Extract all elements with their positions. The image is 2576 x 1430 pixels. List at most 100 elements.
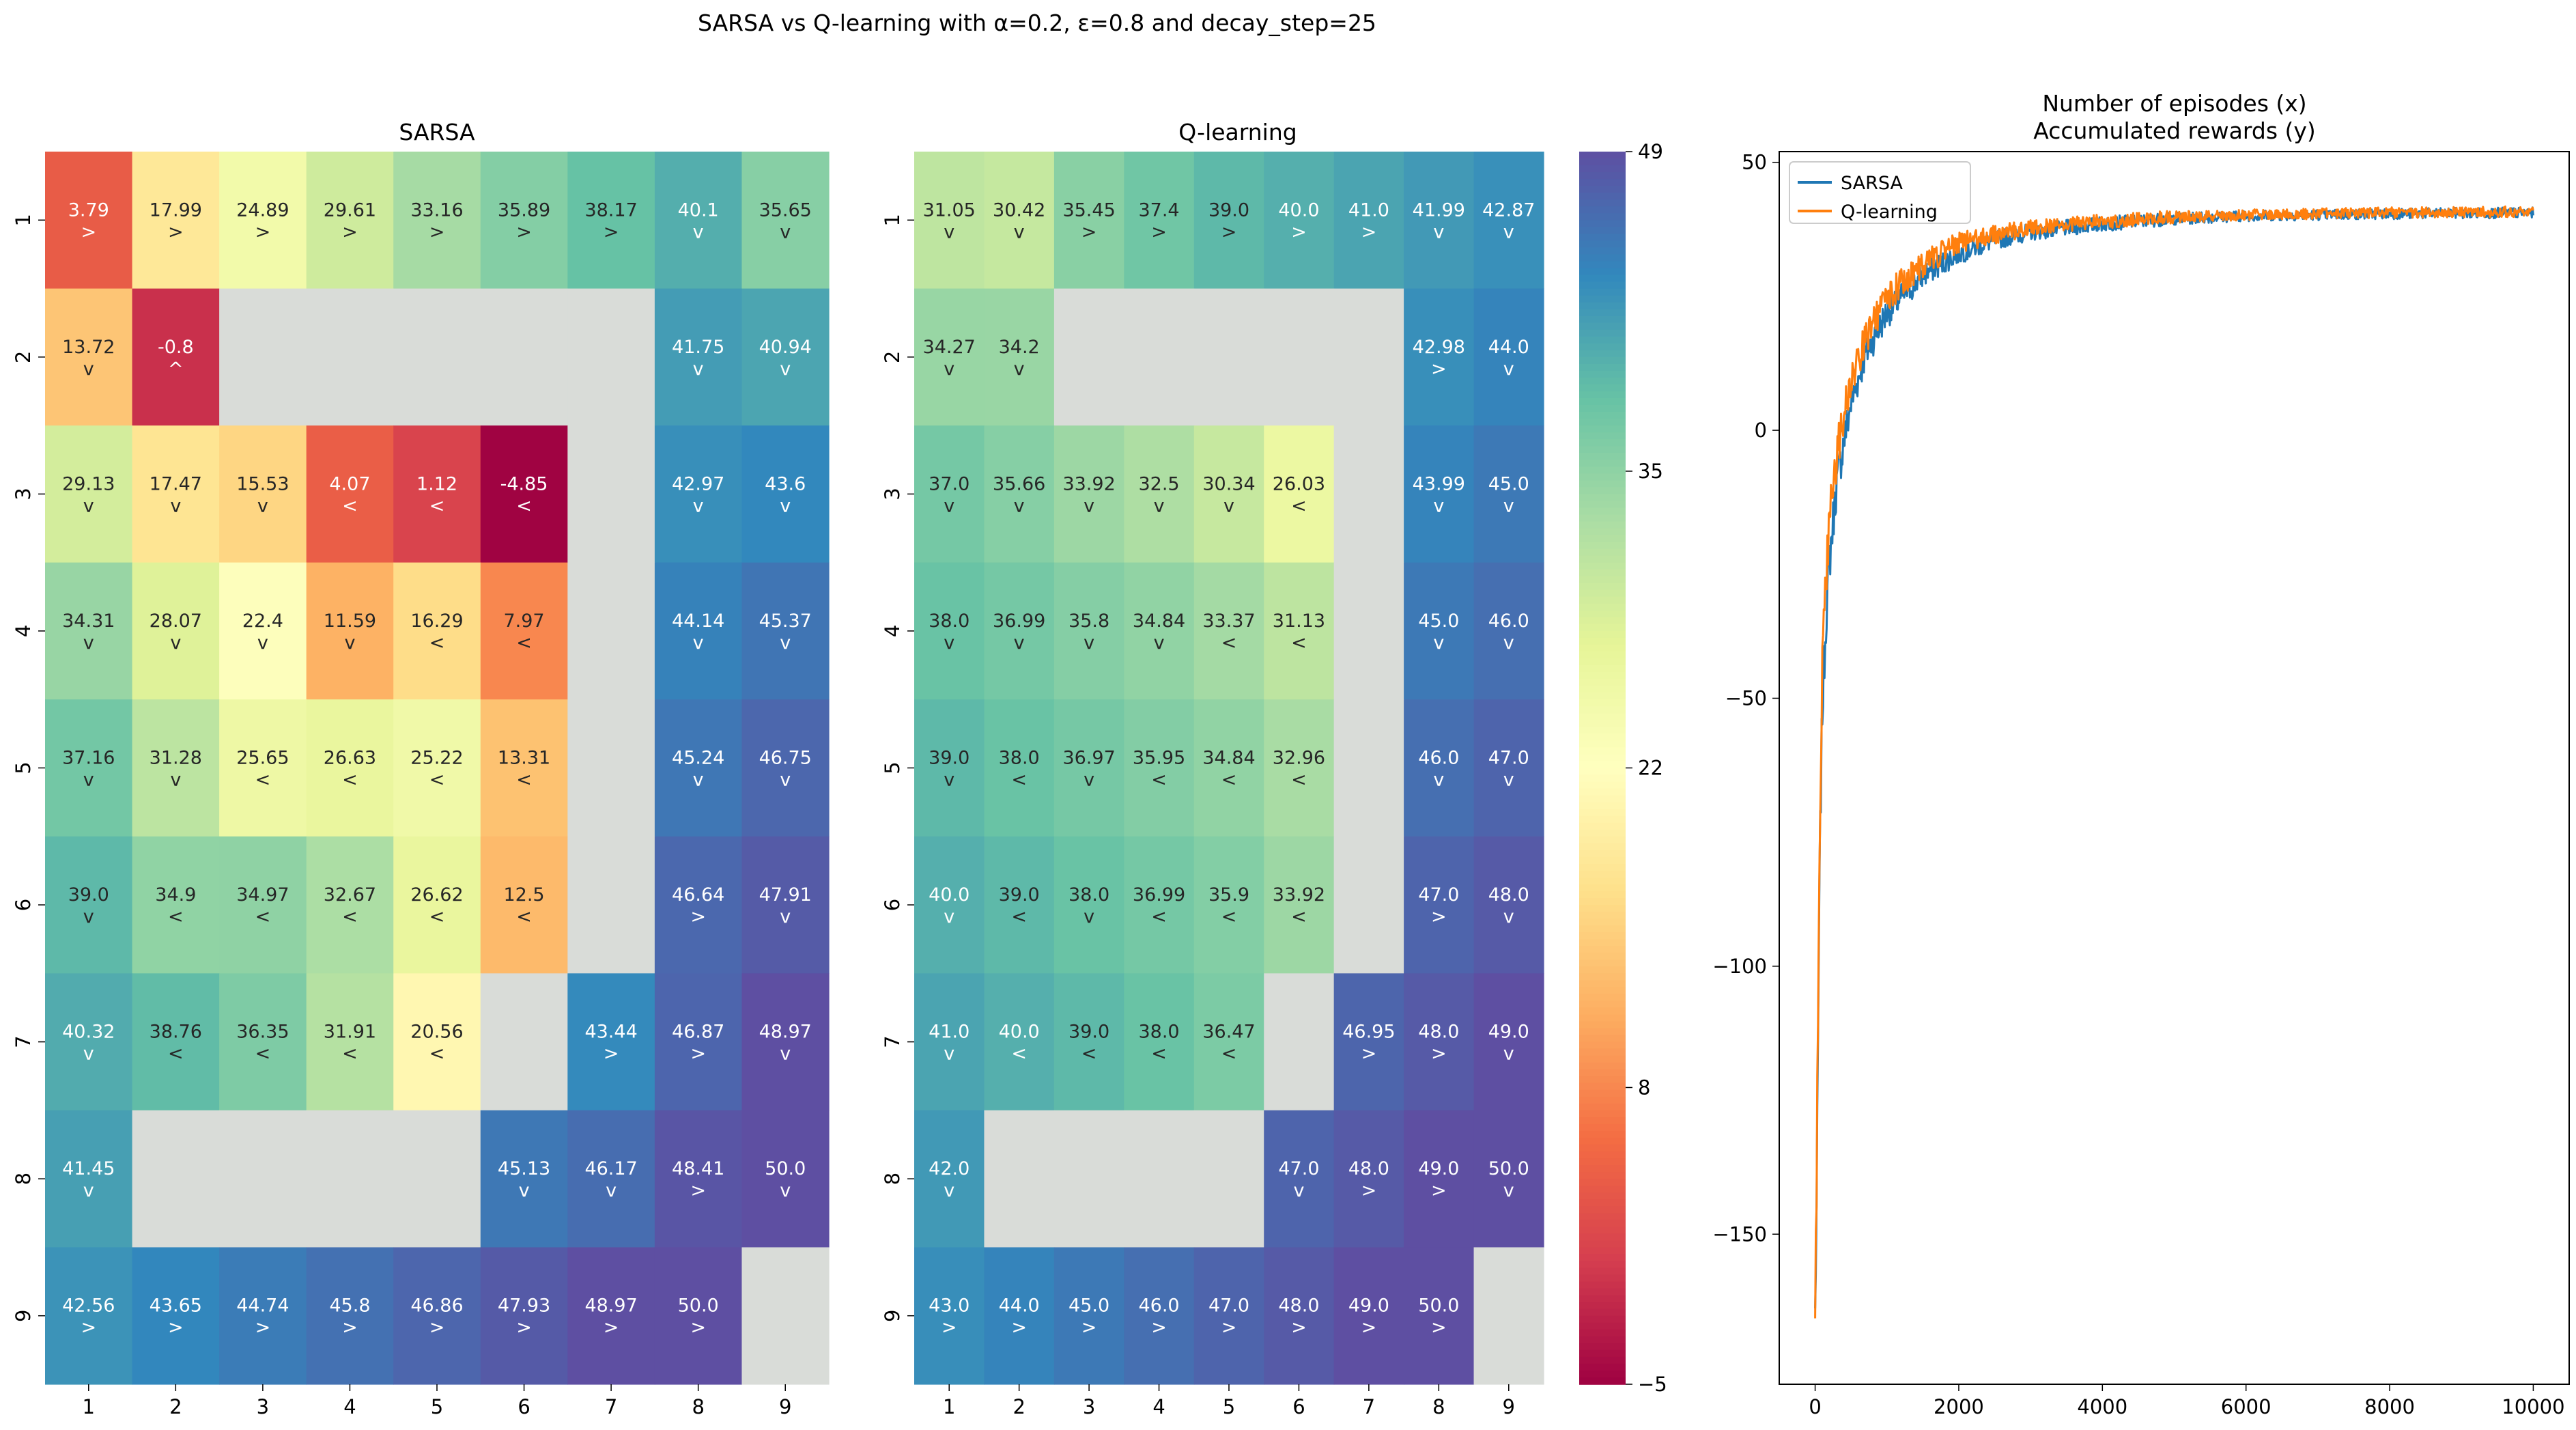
cell-value-label: 31.13	[1273, 611, 1325, 632]
heatmap-cell	[1193, 699, 1264, 837]
heatmap-cell	[1333, 1247, 1404, 1385]
cell-value-label: 45.0	[1488, 473, 1529, 494]
colorbar-segment	[1579, 398, 1626, 406]
x-tick-label: 7	[605, 1395, 617, 1418]
cell-policy-arrow: >	[690, 906, 706, 927]
cell-value-label: 40.0	[1278, 199, 1319, 221]
cell-value-label: 42.87	[1482, 199, 1535, 221]
heatmap-cell	[741, 425, 830, 563]
heatmap-cell	[132, 425, 220, 563]
heatmap-cell	[393, 562, 481, 700]
cell-policy-arrow: v	[606, 1180, 617, 1201]
cell-policy-arrow: >	[1151, 1317, 1167, 1338]
x-tick-label: 1	[83, 1395, 95, 1418]
cell-value-label: 46.95	[1342, 1022, 1395, 1043]
colorbar-segment	[1579, 453, 1626, 461]
colorbar-segment	[1579, 1336, 1626, 1344]
heatmap-cell	[984, 1247, 1055, 1385]
cell-policy-arrow: >	[604, 1043, 619, 1065]
wall-cell	[1333, 288, 1404, 426]
cell-value-label: 25.65	[236, 748, 289, 769]
cell-value-label: 35.9	[1208, 884, 1249, 906]
colorbar-segment	[1579, 268, 1626, 276]
heatmap-cell	[654, 425, 743, 563]
wall-cell	[567, 425, 655, 563]
cell-value-label: 43.65	[150, 1295, 202, 1317]
cell-policy-arrow: v	[83, 1043, 94, 1065]
cell-policy-arrow: >	[690, 1317, 706, 1338]
cell-policy-arrow: v	[780, 906, 791, 927]
colorbar-segment	[1579, 501, 1626, 509]
cell-policy-arrow: <	[168, 1043, 184, 1065]
cell-value-label: 37.0	[929, 473, 969, 494]
cell-policy-arrow: v	[83, 1180, 94, 1201]
colorbar-segment	[1579, 288, 1626, 296]
colorbar-segment	[1579, 1295, 1626, 1303]
cell-policy-arrow: v	[1014, 221, 1025, 242]
cell-value-label: 34.84	[1202, 748, 1255, 769]
cell-value-label: 45.0	[1068, 1295, 1109, 1317]
y-tick-label: 7	[12, 1035, 35, 1048]
cell-value-label: 44.74	[236, 1295, 289, 1317]
colorbar-segment	[1579, 1192, 1626, 1201]
heatmap-cell	[306, 699, 394, 837]
cell-value-label: 41.99	[1413, 199, 1465, 221]
colorbar-segment	[1579, 466, 1626, 475]
heatmap-cell	[1053, 152, 1124, 290]
colorbar-segment	[1579, 1220, 1626, 1228]
heatmap-cell	[1053, 425, 1124, 563]
colorbar-segment	[1579, 247, 1626, 255]
cell-value-label: 36.97	[1062, 748, 1115, 769]
cell-value-label: 34.84	[1133, 611, 1185, 632]
cell-value-label: 32.5	[1138, 473, 1179, 494]
cell-value-label: 49.0	[1348, 1295, 1389, 1317]
heatmap-cell	[741, 973, 830, 1111]
heatmap-cell	[393, 152, 481, 290]
heatmap-cell	[1193, 562, 1264, 700]
colorbar-segment	[1579, 1226, 1626, 1235]
cell-value-label: 31.91	[324, 1022, 376, 1043]
x-tick-label: 2	[1013, 1395, 1025, 1418]
heatmap-cell	[480, 699, 568, 837]
cell-policy-arrow: >	[604, 1317, 619, 1338]
cell-value-label: 13.72	[62, 337, 115, 358]
x-tick-label: 3	[1083, 1395, 1095, 1418]
colorbar-segment	[1579, 1329, 1626, 1337]
y-tick-label: 6	[881, 899, 904, 911]
heatmap-cell	[654, 1247, 743, 1385]
cell-value-label: 41.45	[62, 1158, 115, 1179]
colorbar-segment	[1579, 1288, 1626, 1296]
colorbar-segment	[1579, 384, 1626, 392]
heatmap-cell	[132, 699, 220, 837]
wall-cell	[741, 1247, 830, 1385]
y-tick-label: 1	[12, 214, 35, 226]
colorbar-segment	[1579, 1233, 1626, 1242]
cell-policy-arrow: >	[255, 1317, 271, 1338]
cell-value-label: 36.35	[236, 1022, 289, 1043]
wall-cell	[1473, 1247, 1544, 1385]
cell-policy-arrow: v	[1084, 906, 1094, 927]
colorbar-segment	[1579, 1267, 1626, 1276]
heatmap-cell	[1473, 1110, 1544, 1248]
cell-policy-arrow: v	[1433, 495, 1444, 516]
colorbar-segment	[1579, 1130, 1626, 1138]
x-tick-label: 6	[518, 1395, 530, 1418]
cell-value-label: 16.29	[410, 611, 463, 632]
colorbar-segment	[1579, 535, 1626, 543]
heatmap-cell	[132, 288, 220, 426]
colorbar-segment	[1579, 261, 1626, 269]
heatmap-cell	[741, 288, 830, 426]
cell-policy-arrow: <	[342, 770, 358, 791]
cell-policy-arrow: v	[1014, 632, 1025, 654]
colorbar-segment	[1579, 1007, 1626, 1015]
heatmap-cell	[219, 152, 307, 290]
cell-value-label: 43.6	[765, 473, 806, 494]
cell-policy-arrow: v	[83, 495, 94, 516]
colorbar-tick-label: −5	[1638, 1373, 1667, 1396]
heatmap-cell	[306, 973, 394, 1111]
wall-cell	[984, 1110, 1055, 1248]
colorbar-segment	[1579, 1206, 1626, 1214]
colorbar-segment	[1579, 1041, 1626, 1050]
y-tick-label: 0	[1755, 419, 1767, 442]
cell-policy-arrow: <	[429, 906, 445, 927]
